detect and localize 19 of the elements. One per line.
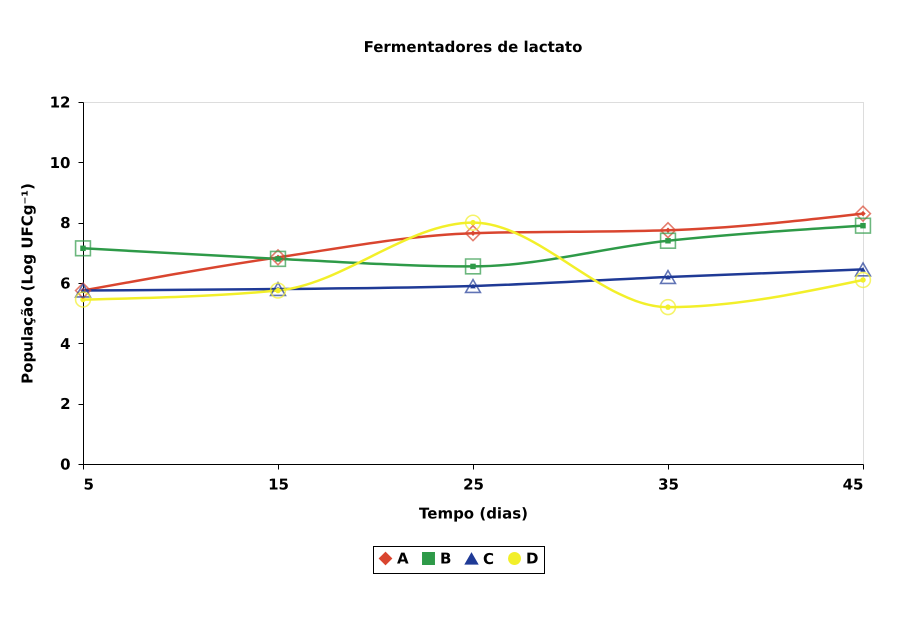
x-tick-label: 5 [84,476,94,494]
legend-label: B [440,550,452,568]
y-tick-label: 4 [60,334,70,353]
x-tick-label: 25 [463,476,484,494]
x-tick-label: 35 [658,476,679,494]
legend-label: D [526,550,538,568]
y-tick-label: 12 [50,94,70,112]
legend-label: C [483,550,494,568]
y-tick-label: 6 [60,274,70,292]
y-tick-label: 10 [50,154,70,172]
legend-label: A [397,550,409,568]
y-axis-title: População (Log UFCg⁻¹) [18,183,37,384]
y-tick-label: 8 [60,214,70,232]
y-tick-label: 2 [60,395,70,414]
chart-title: Fermentadores de lactato [364,38,582,56]
x-axis-title: Tempo (dias) [419,504,528,522]
x-tick-label: 15 [268,476,289,494]
y-tick-label: 0 [60,456,70,474]
x-tick-label: 45 [842,476,864,494]
